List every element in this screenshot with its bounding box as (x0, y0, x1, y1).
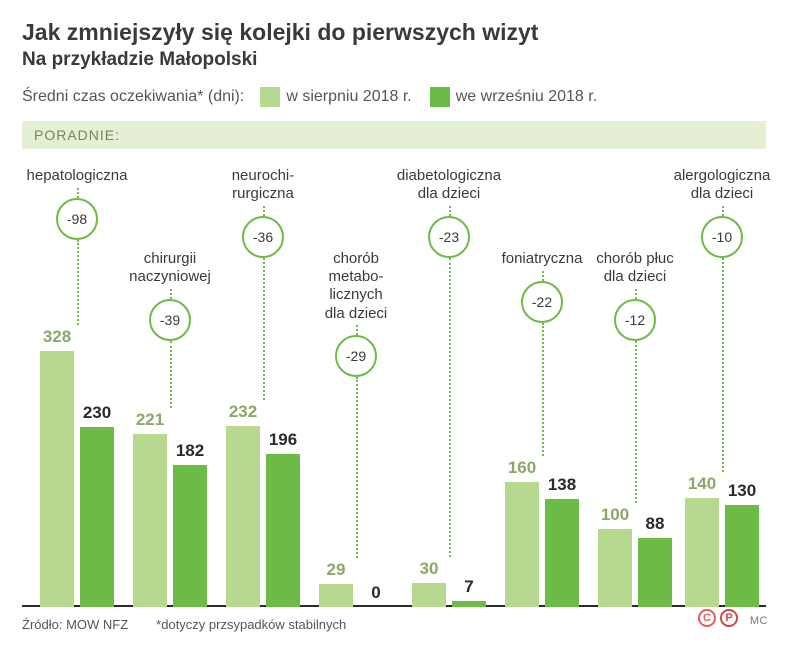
author-credit: MC (750, 615, 768, 627)
bar-series-1 (505, 482, 539, 607)
bar-value-2: 7 (448, 577, 490, 597)
difference-badge: -36 (242, 216, 284, 258)
connector-line (542, 323, 544, 456)
bar-series-2 (545, 499, 579, 607)
chart-subtitle: Na przykładzie Małopolski (22, 49, 766, 71)
legend: Średni czas oczekiwania* (dni): w sierpn… (22, 87, 766, 107)
category-label: hepatologiczna (22, 167, 132, 185)
connector-line (722, 258, 724, 472)
difference-badge: -12 (614, 299, 656, 341)
connector-line (77, 240, 79, 325)
bar-value-1: 30 (408, 559, 450, 579)
bar-series-1 (226, 426, 260, 607)
connector-line (263, 206, 265, 216)
bar-series-1 (133, 434, 167, 606)
connector-line (449, 206, 451, 216)
bar-value-2: 0 (355, 583, 397, 603)
category-label: chirurgiinaczyniowej (120, 250, 220, 287)
bar-value-2: 130 (721, 481, 763, 501)
connector-line (542, 271, 544, 281)
bar-value-2: 182 (169, 441, 211, 461)
category-label: choróbmetabo-licznychdla dzieci (311, 250, 401, 323)
bar-value-2: 138 (541, 475, 583, 495)
cp-icon: C (698, 609, 716, 627)
bar-series-2 (266, 454, 300, 607)
connector-line (170, 289, 172, 299)
bar-series-2 (725, 505, 759, 606)
chart-title: Jak zmniejszyły się kolejki do pierwszyc… (22, 18, 766, 47)
bar-value-1: 221 (129, 410, 171, 430)
connector-line (635, 341, 637, 503)
chart-footer: Źródło: MOW NFZ *dotyczy przsypadków sta… (22, 617, 766, 632)
bar-value-1: 232 (222, 402, 264, 422)
bar-value-2: 88 (634, 514, 676, 534)
category-label: foniatryczna (492, 250, 592, 268)
section-header: PORADNIE: (22, 121, 766, 149)
cp-icon: P (720, 609, 738, 627)
category-label: alergologicznadla dzieci (662, 167, 782, 204)
bar-value-1: 328 (36, 327, 78, 347)
bar-chart: 328 230 hepatologiczna -98 221 182 chirurgiina… (22, 155, 766, 607)
bar-series-1 (319, 584, 353, 607)
bar-series-1 (40, 351, 74, 607)
connector-line (722, 206, 724, 216)
connector-line (449, 258, 451, 558)
bar-value-1: 100 (594, 505, 636, 525)
bar-series-1 (685, 498, 719, 607)
legend-swatch (260, 87, 280, 107)
bar-value-2: 196 (262, 430, 304, 450)
bar-value-1: 29 (315, 560, 357, 580)
difference-badge: -22 (521, 281, 563, 323)
connector-line (356, 325, 358, 335)
difference-badge: -23 (428, 216, 470, 258)
source-label: Źródło: MOW NFZ (22, 617, 128, 632)
legend-series-label: w sierpniu 2018 r. (286, 88, 411, 105)
bar-series-1 (412, 583, 446, 606)
difference-badge: -98 (56, 198, 98, 240)
legend-prefix: Średni czas oczekiwania* (dni): (22, 88, 244, 106)
connector-line (356, 377, 358, 558)
category-label: chorób płucdla dzieci (585, 250, 685, 287)
bar-value-1: 140 (681, 474, 723, 494)
legend-series-label: we wrześniu 2018 r. (456, 88, 597, 105)
connector-line (263, 258, 265, 400)
category-label: diabetologicznadla dzieci (384, 167, 514, 204)
bar-series-2 (638, 538, 672, 607)
difference-badge: -39 (149, 299, 191, 341)
bar-series-2 (80, 427, 114, 606)
bar-series-1 (598, 529, 632, 607)
bar-series-2 (452, 601, 486, 606)
bar-series-2 (173, 465, 207, 607)
category-label: neurochi-rurgiczna (218, 167, 308, 204)
difference-badge: -10 (701, 216, 743, 258)
bar-value-2: 230 (76, 403, 118, 423)
difference-badge: -29 (335, 335, 377, 377)
connector-line (635, 289, 637, 299)
copyright-icons: CP (698, 609, 738, 627)
footnote: *dotyczy przsypadków stabilnych (156, 617, 346, 632)
legend-swatch (430, 87, 450, 107)
connector-line (77, 188, 79, 198)
bar-value-1: 160 (501, 458, 543, 478)
connector-line (170, 341, 172, 409)
